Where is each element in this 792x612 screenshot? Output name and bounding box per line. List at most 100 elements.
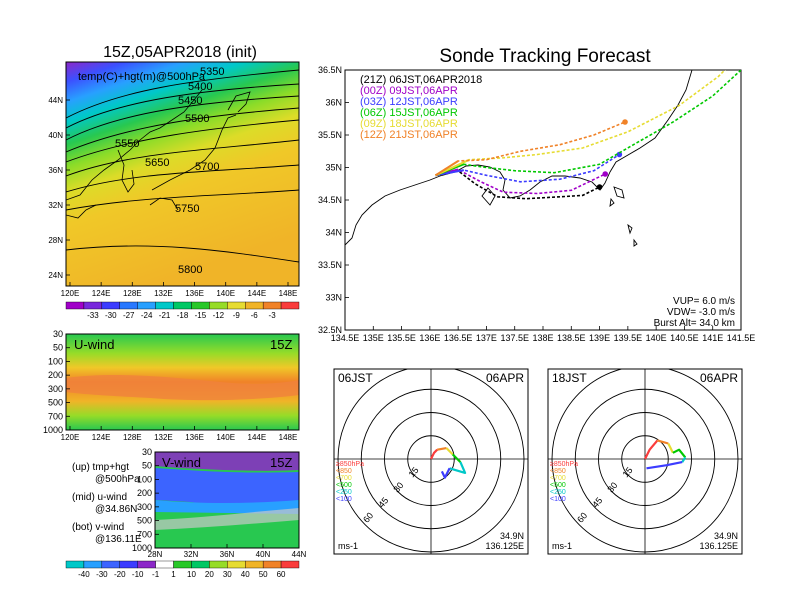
vwind-panel: V-wind 15Z 30 50 100 200 300 500 700 1000 28N 32… <box>65 447 307 579</box>
colorbar-swatch <box>65 560 85 569</box>
hodo-trace <box>657 439 669 445</box>
tracking-lat-tick: 36.5N <box>318 65 342 75</box>
hodo-ring-label: 30 <box>605 480 619 494</box>
sonde-track <box>435 70 741 177</box>
colorbar-tick: -18 <box>177 311 189 320</box>
hodo-lon: 136.125E <box>699 541 738 551</box>
uwind-pressure-tick: 200 <box>48 370 63 380</box>
tracking-lon-tick: 138.5E <box>557 333 586 343</box>
map-lon-ticks: 120E 124E 128E 132E 136E 140E 144E 148E <box>61 282 297 298</box>
map-lat-tick: 28N <box>48 236 63 245</box>
note-up-level: @500hPa <box>95 474 140 485</box>
colorbar-swatch <box>227 301 246 310</box>
vwind-pressure-tick: 50 <box>142 461 152 471</box>
uwind-time: 15Z <box>270 337 292 352</box>
tracking-lat-tick: 35.5N <box>318 130 342 140</box>
hodo-trace <box>646 461 683 470</box>
colorbar-tick: 1 <box>171 570 176 579</box>
vwind-pressure-tick: 200 <box>137 488 152 498</box>
vwind-lat-ticks: 28N 32N 36N 40N 44N <box>148 544 307 559</box>
legend-entry: (06Z) 15JST,06APR <box>360 107 458 119</box>
landing-point <box>616 151 623 158</box>
map-lat-tick: 36N <box>48 166 63 175</box>
hodo-date: 06APR <box>486 371 524 385</box>
sonde-track <box>435 169 600 200</box>
tracking-lon-tick: 140E <box>646 333 667 343</box>
sonde-track <box>435 70 727 177</box>
tracking-lon-tick: 136.5E <box>444 333 473 343</box>
contour-label: 5650 <box>145 157 169 169</box>
contour-label: 5800 <box>178 264 202 276</box>
note-mid-lat: @34.86N <box>95 504 137 515</box>
hodo-date: 06APR <box>700 371 738 385</box>
hodo-trace <box>667 443 674 454</box>
tracking-lon-tick: 140.5E <box>670 333 699 343</box>
colorbar-swatch <box>119 560 138 569</box>
colorbar-tick: 20 <box>205 570 214 579</box>
hodo-ring-label: 45 <box>376 495 390 509</box>
vwind-pressure-tick: 300 <box>137 502 152 512</box>
colorbar-swatch <box>209 560 228 569</box>
vwind-lat-tick: 28N <box>148 550 163 559</box>
hodo-level-label: <250 <box>336 489 352 496</box>
hodo-level-label: <850 <box>550 468 566 475</box>
colorbar-tick: -21 <box>159 311 171 320</box>
map-title: 15Z,05APR2018 (init) <box>103 44 257 61</box>
colorbar-tick: -3 <box>269 311 277 320</box>
colorbar-swatch <box>83 560 103 569</box>
hodo-level-label: <100 <box>336 496 352 503</box>
hodo-level-label: <100 <box>550 496 566 503</box>
colorbar-swatch <box>119 301 138 310</box>
uwind-pressure-tick: 500 <box>48 398 63 408</box>
uwind-lon-tick: 120E <box>61 433 80 442</box>
colorbar-swatch <box>155 301 174 310</box>
vwind-pressure-tick: 500 <box>137 516 152 526</box>
colorbar-tick: 40 <box>241 570 250 579</box>
tracking-lon-ticks: 134.5E 135E 135.5E 136E 136.5E 137E 137.5E 138E… <box>331 326 755 343</box>
colorbar-swatch <box>280 560 300 569</box>
tracking-lat-tick: 35N <box>325 163 342 173</box>
colorbar-tick: -12 <box>213 311 225 320</box>
hodo-ring-label: 15 <box>407 465 421 479</box>
hodo-lon: 136.125E <box>485 541 524 551</box>
hodo-ring-label: 60 <box>361 511 375 525</box>
vwind-lat-tick: 32N <box>184 550 199 559</box>
landing-point <box>622 119 628 125</box>
tracking-lat-tick: 33N <box>325 293 342 303</box>
colorbar-tick: -30 <box>96 570 108 579</box>
map-lat-tick: 40N <box>48 131 63 140</box>
colorbar-tick: -6 <box>251 311 259 320</box>
colorbar-swatch <box>65 301 85 310</box>
temp-colorbar: -33 -30 -27 -24 -21 -18 -15 -12 -9 -6 -3 <box>65 301 300 320</box>
hodo-lat: 34.9N <box>500 531 524 541</box>
vwind-lat-tick: 44N <box>292 550 307 559</box>
tracking-lat-tick: 33.5N <box>318 260 342 270</box>
map-lat-ticks: 44N 40N 36N 32N 28N 24N <box>48 96 70 280</box>
uwind-lon-tick: 144E <box>248 433 267 442</box>
uwind-pressure-tick: 700 <box>48 411 63 421</box>
uwind-pressure-tick: 50 <box>53 343 63 353</box>
map-lat-tick: 44N <box>48 96 63 105</box>
map-lon-tick: 120E <box>61 289 80 298</box>
uwind-pressure-tick: 100 <box>48 356 63 366</box>
map-lon-tick: 136E <box>185 289 204 298</box>
uwind-lon-tick: 124E <box>92 433 111 442</box>
tracking-lon-tick: 137E <box>476 333 497 343</box>
colorbar-tick: -27 <box>123 311 135 320</box>
legend-entry: (12Z) 21JST,06APR <box>360 129 458 141</box>
tracking-lat-tick: 34N <box>325 228 342 238</box>
tracking-lon-tick: 139E <box>589 333 610 343</box>
contour-label: 5700 <box>195 161 219 173</box>
sonde-ascent <box>434 160 459 177</box>
tracking-lon-tick: 138E <box>532 333 553 343</box>
vwind-time: 15Z <box>270 455 292 470</box>
tracking-lon-tick: 137.5E <box>500 333 529 343</box>
contour-label: 5350 <box>200 66 224 78</box>
colorbar-tick: 30 <box>223 570 232 579</box>
tracking-params: VUP= 6.0 m/s VDW= -3.0 m/s Burst Alt= 34… <box>654 296 735 329</box>
vwind-pressure-tick: 1000 <box>132 543 152 553</box>
hodo-trace <box>440 467 451 479</box>
colorbar-tick: -40 <box>78 570 90 579</box>
